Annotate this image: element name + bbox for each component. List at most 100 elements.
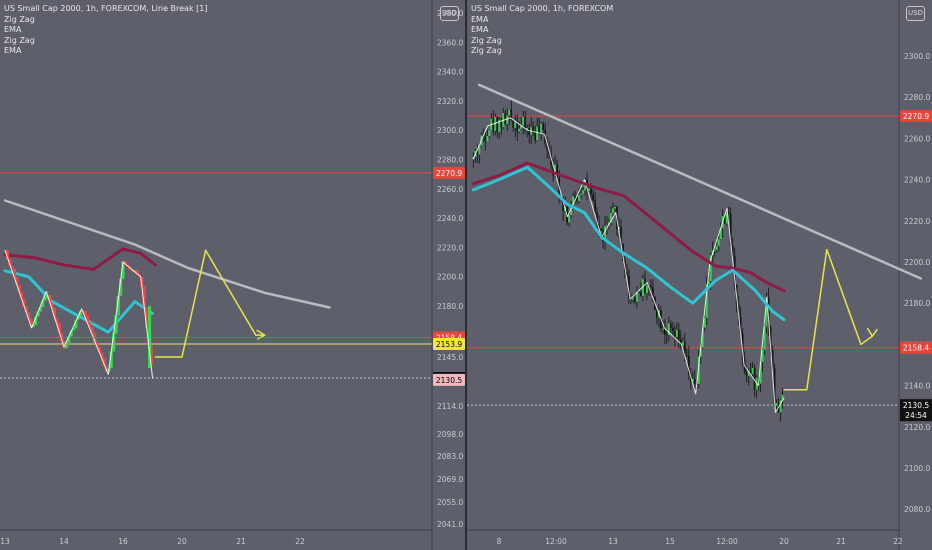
right-candle-body <box>675 330 678 337</box>
right-time-tick-label: 12:00 <box>545 537 567 546</box>
right-candle-body <box>536 126 539 141</box>
right-candle-body <box>590 188 592 195</box>
left-legend-ema-2[interactable]: EMA <box>4 46 22 55</box>
left-chart-canvas[interactable]: 2380.0 2360.0 2340.0 2320.0 2300.0 2280.0 2260… <box>0 0 466 550</box>
left-linebreak-block <box>114 315 118 334</box>
right-candle-body <box>771 350 774 369</box>
left-projection-arrowhead <box>256 329 267 340</box>
right-candle-body <box>652 287 654 297</box>
left-price-tick-label: 2240.0 <box>437 214 463 223</box>
left-time-tick-label: 22 <box>295 537 305 546</box>
right-candle-body <box>542 123 545 130</box>
left-price-tick-label: 2200.0 <box>437 273 463 282</box>
right-chart-canvas[interactable]: 2300.0 2280.0 2260.0 2240.0 2220.0 2200.0 2180… <box>467 0 932 550</box>
right-candle-body <box>508 109 511 116</box>
right-candle-body <box>638 291 640 293</box>
right-candle-body <box>687 355 690 375</box>
right-legend-ema-1[interactable]: EMA <box>471 14 489 24</box>
left-time-tick-label: 14 <box>59 537 69 546</box>
left-time-tick-label: 13 <box>0 537 10 546</box>
right-legend-zigzag-2[interactable]: Zig Zag <box>471 46 502 55</box>
right-candle-body <box>749 370 752 375</box>
right-ema-fast-line <box>471 165 786 322</box>
right-candle-body <box>737 304 740 317</box>
right-candle-body <box>713 250 716 252</box>
left-price-tick-label: 2260.0 <box>437 185 463 194</box>
right-candle-body <box>640 291 642 296</box>
right-candle-body <box>715 245 718 251</box>
right-candle-body <box>592 194 594 201</box>
right-candle-body <box>512 119 515 128</box>
right-candle-body <box>484 135 487 142</box>
right-candle-body <box>729 213 732 246</box>
left-price-badge-4: 2130.5 <box>436 376 462 385</box>
right-candle-body <box>731 245 734 256</box>
left-linebreak-block <box>111 333 116 352</box>
right-candle-body <box>753 367 756 390</box>
right-candle-body <box>773 368 776 406</box>
pane-divider[interactable] <box>465 0 467 550</box>
left-linebreak-block <box>31 324 35 328</box>
left-time-tick-label: 16 <box>118 537 128 546</box>
right-candle-body <box>520 125 523 129</box>
left-linebreak-block <box>95 342 99 348</box>
left-linebreak-block <box>135 270 139 275</box>
right-bar-countdown: 24:54 <box>905 411 927 420</box>
right-candle-body <box>759 361 762 384</box>
right-candle-body <box>727 212 730 214</box>
right-candle-body <box>488 130 491 136</box>
left-price-tick-label: 2220.0 <box>437 243 463 252</box>
left-legend-ema-1[interactable]: EMA <box>4 25 22 34</box>
left-linebreak-block <box>22 298 26 307</box>
right-price-tick-label: 2280.0 <box>904 93 930 102</box>
left-currency-button[interactable]: USD <box>440 6 459 21</box>
left-linebreak-block <box>90 327 94 334</box>
left-ema-fast-line <box>3 269 154 334</box>
right-price-tick-label: 2240.0 <box>904 176 930 185</box>
right-candle-body <box>661 328 664 330</box>
right-candle-body <box>663 328 666 335</box>
left-price-tick-label: 2340.0 <box>437 68 463 77</box>
right-candle-body <box>618 226 620 230</box>
left-chart-pane[interactable]: 2380.0 2360.0 2340.0 2320.0 2300.0 2280.0 2260… <box>0 0 466 550</box>
left-linebreak-block <box>55 318 59 323</box>
right-candle-body <box>594 200 596 213</box>
right-time-tick-label: 12:00 <box>716 537 738 546</box>
right-candle-body <box>596 212 598 225</box>
left-legend-zigzag-1[interactable]: Zig Zag <box>4 14 35 24</box>
right-price-tick-label: 2180.0 <box>904 299 930 308</box>
left-linebreak-block <box>78 310 83 317</box>
left-price-tick-label: 2180.0 <box>437 302 463 311</box>
left-linebreak-block <box>83 310 87 316</box>
left-linebreak-block <box>100 352 104 358</box>
left-price-badge-1: 2158.4 <box>436 333 462 342</box>
left-linebreak-block <box>27 312 31 319</box>
left-legend-zigzag-2[interactable]: Zig Zag <box>4 35 35 45</box>
left-linebreak-block <box>64 342 68 349</box>
right-candle-body <box>667 323 670 336</box>
left-linebreak-block <box>147 306 152 369</box>
left-linebreak-block <box>86 315 90 323</box>
right-candle-body <box>763 326 766 350</box>
right-legend-ema-2[interactable]: EMA <box>471 25 489 34</box>
left-linebreak-block <box>36 311 40 317</box>
left-linebreak-block <box>140 277 144 287</box>
left-price-tick-label: 2098.0 <box>437 430 463 439</box>
right-time-tick-label: 13 <box>608 537 618 546</box>
right-chart-pane[interactable]: 2300.0 2280.0 2260.0 2240.0 2220.0 2200.0 2180… <box>467 0 932 550</box>
right-candle-body <box>540 123 543 134</box>
right-candle-body <box>498 119 501 133</box>
right-candle-body <box>703 317 706 328</box>
left-linebreak-block <box>142 286 146 308</box>
right-time-tick-label: 15 <box>665 537 675 546</box>
left-price-tick-label: 2280.0 <box>437 156 463 165</box>
right-price-tick-label: 2260.0 <box>904 134 930 143</box>
left-zigzag-line <box>4 249 153 378</box>
right-candle-body <box>681 341 684 347</box>
right-trendline <box>477 83 923 280</box>
right-candle-body <box>644 279 646 294</box>
right-currency-button[interactable]: USD <box>906 6 925 21</box>
left-linebreak-block <box>24 306 28 313</box>
right-candle-body <box>725 212 728 224</box>
right-legend-zigzag-1[interactable]: Zig Zag <box>471 35 502 45</box>
